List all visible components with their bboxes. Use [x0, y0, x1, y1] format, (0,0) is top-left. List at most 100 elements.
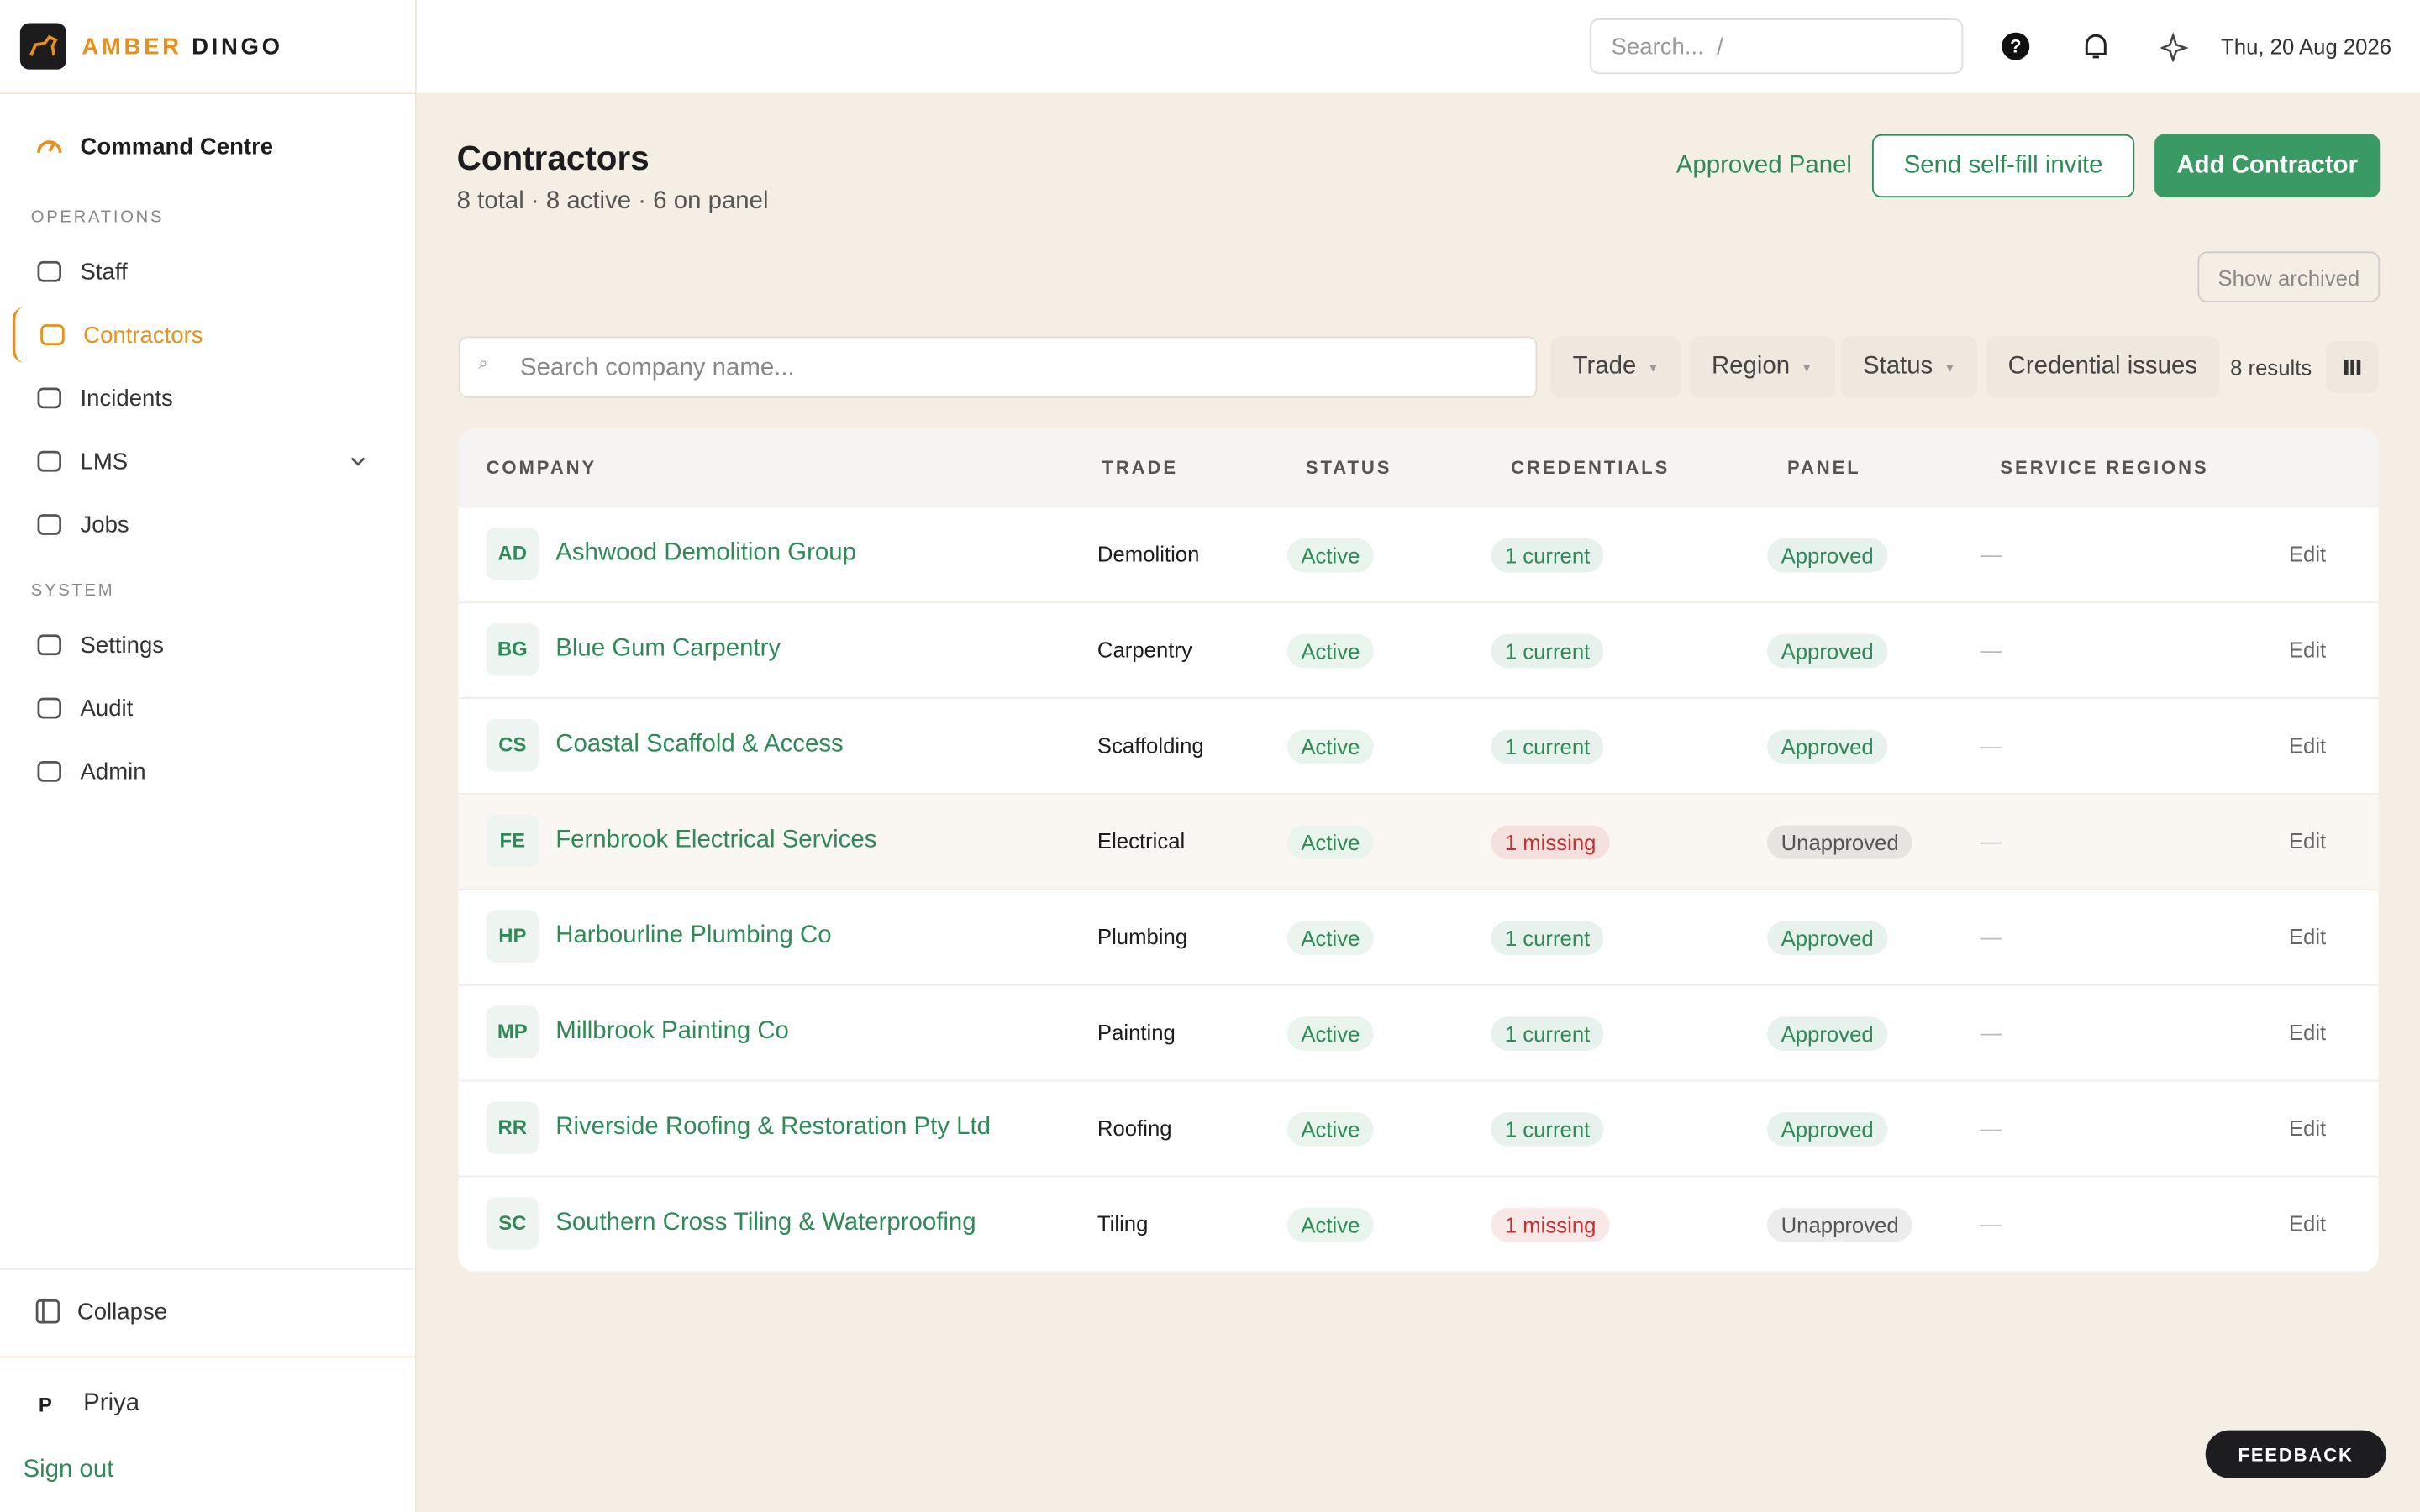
nav-item[interactable]: Staff [13, 244, 402, 299]
nav-item[interactable]: LMS [13, 433, 402, 489]
show-archived[interactable]: Show archived [2197, 251, 2381, 303]
nav-item[interactable]: Settings [13, 617, 402, 673]
topbar: Search... / ? Thu, 20 Aug 2026 [416, 0, 2420, 93]
filter-dropdown[interactable]: Status ▼ [1841, 336, 1978, 398]
nav-label: Admin [80, 758, 146, 785]
brand-part: AMBER [82, 34, 182, 60]
column-header: SERVICE REGIONS [2000, 456, 2209, 479]
nav-item[interactable]: Contractors [12, 307, 405, 363]
column-header[interactable]: PANEL [1786, 456, 1861, 479]
service-regions: — [1980, 924, 2002, 949]
company-name[interactable]: Blue Gum Carpentry [555, 635, 781, 662]
add-button[interactable]: Add Contractor [2154, 134, 2381, 198]
edit-link[interactable]: Edit [2288, 1020, 2327, 1045]
nav-item[interactable]: Audit [13, 680, 402, 736]
credentials-pill: 1 current [1491, 538, 1604, 573]
company-initials: RR [486, 1101, 539, 1154]
status-pill: Active [1286, 538, 1374, 573]
results-count: 8 results [2230, 354, 2312, 380]
table-row: HP Harbourline Plumbing Co Plumbing Active 1… [458, 888, 2379, 986]
company-name[interactable]: Riverside Roofing & Restoration Pty Ltd [555, 1114, 992, 1141]
table-row: AD Ashwood Demolition Group Demolition Acti… [458, 506, 2379, 603]
status-pill: Active [1286, 1112, 1374, 1147]
column-header[interactable]: STATUS [1305, 456, 1392, 479]
trade: Painting [1097, 1020, 1176, 1045]
panel-pill: Approved [1767, 1016, 1888, 1051]
company-name[interactable]: Southern Cross Tiling & Waterproofing [555, 1210, 976, 1236]
company-initials: CS [486, 718, 539, 772]
edit-link[interactable]: Edit [2288, 1210, 2327, 1236]
sign-out[interactable]: Sign out [23, 1456, 114, 1483]
global-search[interactable]: Search... / [1589, 18, 1964, 75]
filter-label: Trade [1572, 353, 1637, 380]
table-row: FE Fernbrook Electrical Services Electrica… [458, 793, 2379, 890]
brand-part: DINGO [192, 34, 283, 60]
service-regions: — [1980, 541, 2002, 567]
sparkle-icon[interactable] [2160, 31, 2191, 62]
avatar: P [38, 1393, 52, 1417]
nav-item[interactable]: Jobs [13, 496, 402, 552]
credentials-pill: 1 missing [1491, 1208, 1610, 1242]
collapse[interactable]: Collapse [13, 1284, 402, 1339]
column-header[interactable]: COMPANY [486, 456, 597, 479]
company-initials: AD [486, 528, 539, 580]
nav-label: Contractors [83, 321, 203, 349]
credential-issues-filter[interactable]: Credential issues [1986, 336, 2219, 398]
edit-link[interactable]: Edit [2288, 732, 2327, 758]
edit-link[interactable]: Edit [2288, 924, 2327, 949]
date: Thu, 20 Aug 2026 [2221, 34, 2392, 59]
search-placeholder: Search company name... [519, 354, 795, 381]
company-name[interactable]: Fernbrook Electrical Services [555, 827, 877, 853]
invite-button[interactable]: Send self-fill invite [1871, 134, 2135, 198]
filter-label: Region [1711, 353, 1791, 380]
panel-pill: Unapproved [1767, 1208, 1913, 1242]
nav-item[interactable]: Incidents [13, 370, 402, 426]
nav-item[interactable]: Command Centre [13, 118, 402, 174]
filter-dropdown[interactable]: Region ▼ [1690, 336, 1835, 398]
table-row: SC Southern Cross Tiling & Waterproofing T… [458, 1175, 2379, 1272]
edit-link[interactable]: Edit [2288, 541, 2327, 567]
nav-label: Settings [80, 632, 165, 659]
panel-pill: Approved [1767, 633, 1888, 669]
bell-icon[interactable] [2081, 31, 2112, 62]
company-name[interactable]: Coastal Scaffold & Access [555, 731, 844, 758]
table-row: RR Riverside Roofing & Restoration Pty Lt… [458, 1079, 2379, 1178]
panel-pill: Approved [1767, 921, 1888, 955]
company-search[interactable]: ⌕ Search company name... [458, 336, 1538, 398]
table-row: CS Coastal Scaffold & Access Scaffolding Ac… [458, 697, 2379, 795]
credentials-pill: 1 missing [1491, 825, 1610, 860]
edit-link[interactable]: Edit [2288, 828, 2327, 853]
company-initials: SC [486, 1197, 539, 1250]
page-summary: 8 total · 8 active · 6 on panel [456, 188, 769, 215]
company-name[interactable]: Ashwood Demolition Group [555, 539, 856, 567]
nav-item[interactable]: Admin [13, 743, 402, 799]
nav-label: Audit [80, 695, 134, 722]
column-header[interactable]: CREDENTIALS [1511, 456, 1670, 479]
help-icon[interactable]: ? [2002, 32, 2030, 60]
table-row: MP Millbrook Painting Co Painting Active 1 c… [458, 984, 2379, 1082]
column-header[interactable]: TRADE [1102, 456, 1179, 479]
company-name[interactable]: Harbourline Plumbing Co [555, 922, 832, 949]
company-name[interactable]: Millbrook Painting Co [555, 1018, 789, 1045]
edit-link[interactable]: Edit [2288, 637, 2327, 662]
edit-link[interactable]: Edit [2288, 1115, 2327, 1141]
status-pill: Active [1286, 1208, 1374, 1242]
page-title: Contractors [456, 139, 650, 178]
service-regions: — [1980, 732, 2002, 758]
feedback-button[interactable]: FEEDBACK [2205, 1430, 2386, 1478]
trade: Demolition [1097, 541, 1200, 567]
company-initials: FE [486, 814, 539, 868]
service-regions: — [1980, 637, 2002, 662]
trade: Carpentry [1097, 637, 1192, 662]
trade: Plumbing [1097, 924, 1188, 949]
credentials-pill: 1 current [1491, 921, 1604, 955]
collapse-label: Collapse [76, 1298, 168, 1325]
credentials-pill: 1 current [1491, 729, 1604, 764]
credentials-pill: 1 current [1491, 633, 1604, 669]
columns-button[interactable] [2325, 340, 2379, 394]
approved-panel-link[interactable]: Approved Panel [1676, 151, 1852, 179]
nav-heading: OPERATIONS [30, 207, 165, 228]
filter-dropdown[interactable]: Trade ▼ [1550, 336, 1681, 398]
